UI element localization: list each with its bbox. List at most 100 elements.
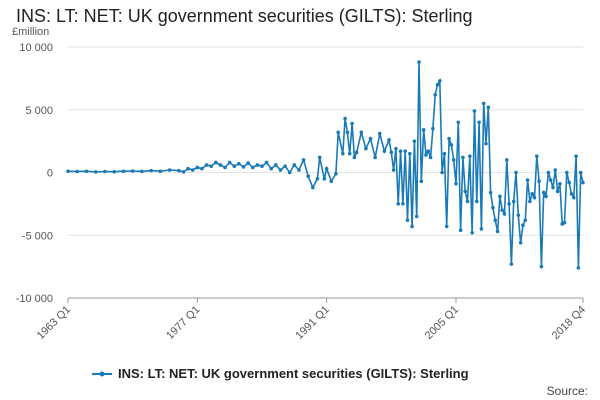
data-point[interactable] bbox=[389, 150, 394, 155]
data-point[interactable] bbox=[301, 158, 306, 162]
data-point[interactable] bbox=[449, 143, 454, 147]
data-point[interactable] bbox=[278, 168, 283, 172]
data-point[interactable] bbox=[502, 212, 507, 216]
data-point[interactable] bbox=[479, 227, 484, 231]
data-point[interactable] bbox=[537, 179, 541, 184]
data-point[interactable] bbox=[103, 169, 107, 174]
data-point[interactable] bbox=[470, 230, 474, 235]
data-point[interactable] bbox=[347, 151, 352, 156]
data-point[interactable] bbox=[396, 202, 401, 206]
data-point[interactable] bbox=[297, 168, 301, 172]
data-point[interactable] bbox=[417, 60, 421, 64]
data-point[interactable] bbox=[521, 223, 525, 228]
data-point[interactable] bbox=[412, 139, 417, 143]
data-point[interactable] bbox=[507, 202, 511, 206]
data-point[interactable] bbox=[322, 176, 327, 181]
data-point[interactable] bbox=[581, 180, 585, 185]
data-point[interactable] bbox=[177, 168, 181, 173]
data-point[interactable] bbox=[493, 218, 498, 222]
data-point[interactable] bbox=[433, 92, 437, 97]
data-point[interactable] bbox=[223, 165, 227, 170]
data-point[interactable] bbox=[200, 166, 204, 171]
data-point[interactable] bbox=[382, 149, 387, 153]
data-point[interactable] bbox=[140, 169, 144, 174]
data-point[interactable] bbox=[232, 164, 237, 169]
data-point[interactable] bbox=[121, 169, 126, 174]
data-point[interactable] bbox=[350, 121, 354, 126]
data-point[interactable] bbox=[405, 218, 410, 222]
data-point[interactable] bbox=[419, 179, 424, 184]
data-point[interactable] bbox=[435, 82, 440, 87]
data-point[interactable] bbox=[287, 170, 292, 175]
data-point[interactable] bbox=[403, 149, 407, 153]
data-point[interactable] bbox=[93, 170, 98, 174]
data-point[interactable] bbox=[359, 130, 364, 135]
data-point[interactable] bbox=[84, 169, 89, 174]
data-point[interactable] bbox=[477, 120, 481, 125]
data-point[interactable] bbox=[264, 160, 269, 165]
data-point[interactable] bbox=[442, 151, 447, 156]
data-point[interactable] bbox=[315, 176, 320, 181]
data-point[interactable] bbox=[398, 149, 403, 153]
data-point[interactable] bbox=[377, 131, 382, 136]
data-point[interactable] bbox=[387, 138, 391, 142]
data-point[interactable] bbox=[511, 199, 516, 204]
data-point[interactable] bbox=[391, 168, 396, 172]
data-point[interactable] bbox=[571, 195, 576, 200]
data-point[interactable] bbox=[558, 181, 562, 186]
data-point[interactable] bbox=[204, 163, 209, 167]
data-point[interactable] bbox=[555, 189, 560, 194]
data-point[interactable] bbox=[491, 205, 495, 210]
data-point[interactable] bbox=[255, 163, 260, 167]
data-point[interactable] bbox=[428, 155, 433, 160]
data-point[interactable] bbox=[149, 168, 153, 173]
data-point[interactable] bbox=[539, 264, 544, 269]
data-point[interactable] bbox=[544, 194, 548, 199]
data-point[interactable] bbox=[567, 180, 571, 185]
data-point[interactable] bbox=[181, 170, 186, 174]
data-point[interactable] bbox=[292, 163, 297, 167]
data-point[interactable] bbox=[274, 163, 278, 167]
data-point[interactable] bbox=[364, 146, 368, 151]
data-point[interactable] bbox=[532, 195, 537, 200]
data-point[interactable] bbox=[426, 149, 431, 153]
data-point[interactable] bbox=[394, 146, 398, 151]
data-point[interactable] bbox=[463, 189, 468, 194]
data-point[interactable] bbox=[112, 169, 116, 174]
data-point[interactable] bbox=[444, 224, 449, 229]
data-point[interactable] bbox=[509, 262, 514, 266]
source-label[interactable]: Source: bbox=[547, 384, 588, 398]
data-point[interactable] bbox=[546, 170, 551, 175]
data-point[interactable] bbox=[190, 168, 195, 172]
data-point[interactable] bbox=[218, 163, 223, 167]
data-point[interactable] bbox=[576, 266, 581, 270]
data-point[interactable] bbox=[574, 154, 578, 158]
data-point[interactable] bbox=[498, 194, 502, 199]
data-point[interactable] bbox=[336, 130, 341, 135]
data-point[interactable] bbox=[481, 101, 486, 106]
data-point[interactable] bbox=[407, 151, 412, 156]
data-point[interactable] bbox=[250, 165, 255, 170]
data-point[interactable] bbox=[237, 161, 241, 166]
data-point[interactable] bbox=[317, 155, 322, 160]
data-point[interactable] bbox=[451, 158, 456, 162]
data-point[interactable] bbox=[345, 130, 350, 135]
data-point[interactable] bbox=[486, 105, 491, 110]
data-point[interactable] bbox=[528, 199, 532, 204]
data-point[interactable] bbox=[401, 202, 405, 206]
data-point[interactable] bbox=[495, 229, 500, 234]
data-point[interactable] bbox=[324, 166, 329, 171]
data-point[interactable] bbox=[468, 154, 472, 158]
data-point[interactable] bbox=[167, 168, 172, 172]
data-point[interactable] bbox=[130, 169, 135, 173]
data-point[interactable] bbox=[472, 109, 477, 113]
data-point[interactable] bbox=[424, 153, 428, 157]
data-point[interactable] bbox=[438, 79, 442, 83]
data-point[interactable] bbox=[465, 199, 470, 204]
data-point[interactable] bbox=[488, 190, 493, 195]
data-point[interactable] bbox=[214, 160, 218, 165]
data-point[interactable] bbox=[75, 169, 80, 174]
data-point[interactable] bbox=[548, 178, 553, 182]
data-point[interactable] bbox=[227, 160, 232, 165]
data-point[interactable] bbox=[569, 192, 574, 196]
